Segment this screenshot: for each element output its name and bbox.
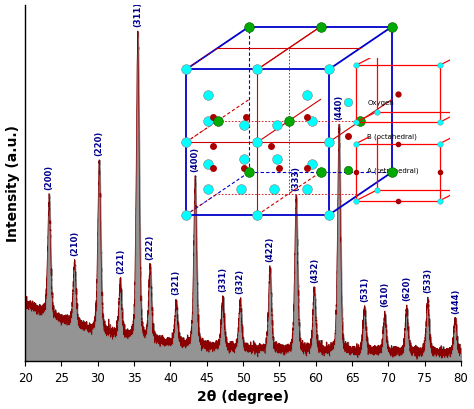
Text: (200): (200) <box>45 164 54 189</box>
Text: (432): (432) <box>310 257 319 282</box>
Text: (400): (400) <box>191 146 200 171</box>
Text: (311): (311) <box>133 2 142 27</box>
Text: (610): (610) <box>380 281 389 306</box>
Text: (444): (444) <box>451 288 460 313</box>
Y-axis label: Intensity (a.u.): Intensity (a.u.) <box>6 125 19 242</box>
Text: (422): (422) <box>265 236 274 261</box>
Text: (321): (321) <box>172 270 181 294</box>
Text: (620): (620) <box>402 275 411 300</box>
Text: (333): (333) <box>292 166 301 191</box>
X-axis label: 2θ (degree): 2θ (degree) <box>197 389 289 403</box>
Text: (210): (210) <box>70 230 79 255</box>
Text: (221): (221) <box>116 247 125 273</box>
Text: (220): (220) <box>95 130 104 155</box>
Text: (222): (222) <box>146 234 155 259</box>
Text: (331): (331) <box>218 266 227 291</box>
Text: (332): (332) <box>236 268 245 293</box>
Text: (440): (440) <box>335 94 344 120</box>
Text: (531): (531) <box>360 276 369 301</box>
Text: (533): (533) <box>423 267 432 292</box>
